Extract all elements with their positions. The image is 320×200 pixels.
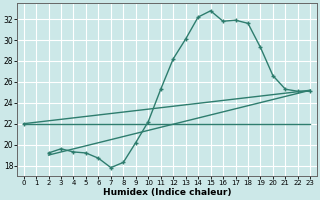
X-axis label: Humidex (Indice chaleur): Humidex (Indice chaleur) <box>103 188 231 197</box>
